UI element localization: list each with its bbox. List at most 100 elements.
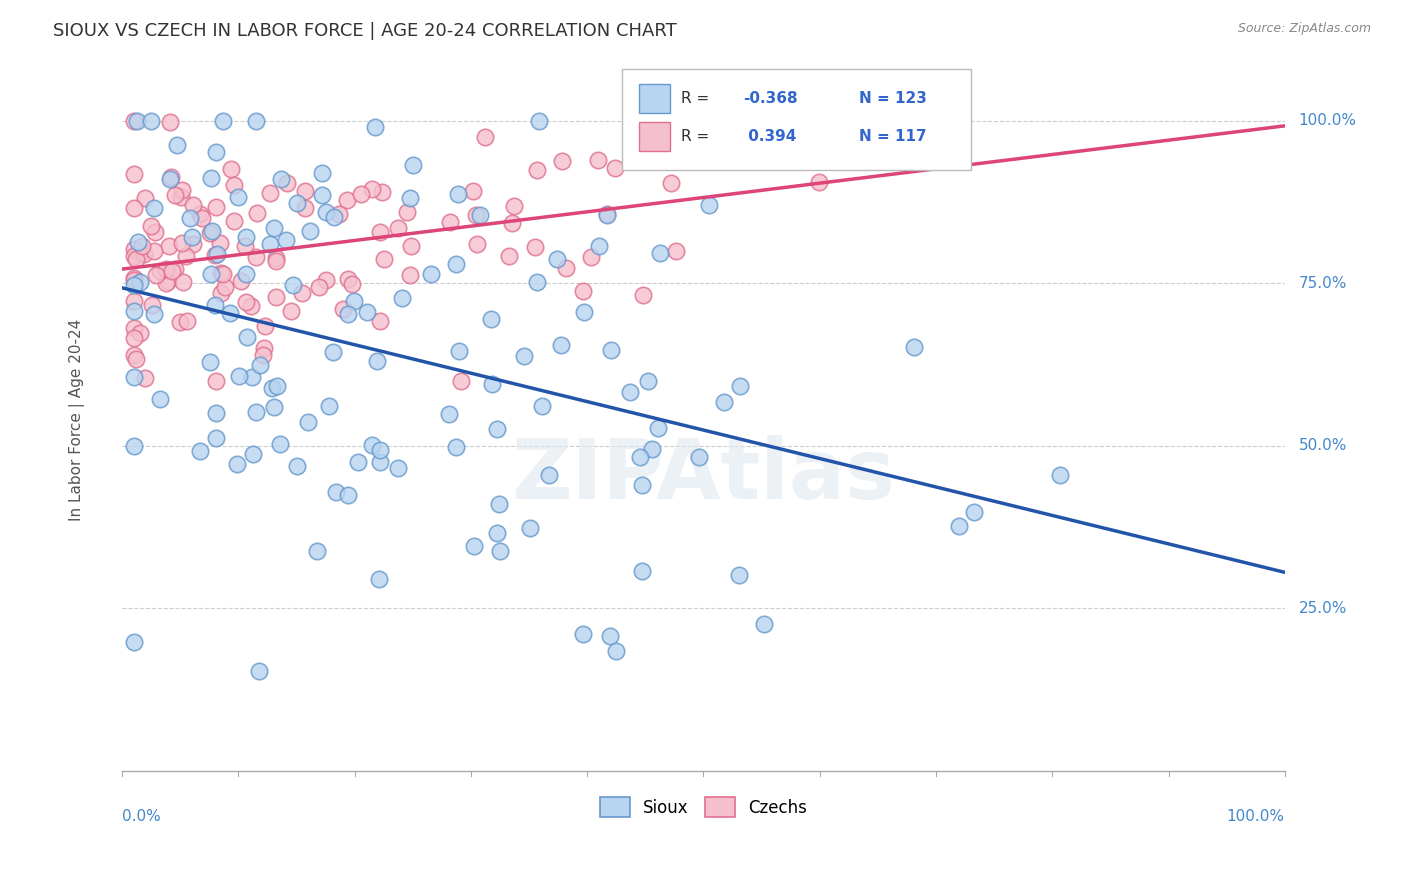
- Point: [188, 444, 211, 458]
- Point: [122, 330, 145, 344]
- Point: [546, 252, 568, 266]
- Point: [155, 276, 177, 290]
- Point: [259, 186, 281, 200]
- Point: [366, 353, 388, 368]
- Point: [249, 359, 271, 373]
- Point: [129, 326, 152, 341]
- Point: [336, 271, 359, 285]
- Point: [165, 261, 187, 276]
- Point: [371, 185, 394, 199]
- Point: [420, 267, 443, 281]
- Point: [276, 233, 298, 247]
- Point: [322, 345, 344, 359]
- Point: [188, 207, 211, 221]
- Point: [157, 274, 180, 288]
- Point: [439, 215, 461, 229]
- Point: [235, 229, 257, 244]
- Point: [169, 315, 191, 329]
- Point: [350, 186, 373, 201]
- Point: [139, 219, 162, 234]
- Point: [214, 279, 236, 293]
- Point: [262, 381, 284, 395]
- Point: [488, 497, 510, 511]
- Point: [600, 343, 623, 358]
- FancyBboxPatch shape: [640, 122, 669, 152]
- Point: [231, 274, 253, 288]
- Point: [145, 268, 167, 283]
- Point: [588, 238, 610, 252]
- Point: [447, 344, 470, 359]
- Point: [586, 153, 609, 167]
- Point: [599, 630, 621, 644]
- Point: [619, 384, 641, 399]
- Point: [463, 539, 485, 553]
- Point: [596, 208, 619, 222]
- Point: [465, 209, 488, 223]
- Point: [315, 273, 337, 287]
- Point: [172, 183, 194, 197]
- Point: [155, 261, 177, 276]
- Point: [450, 374, 472, 388]
- Point: [728, 567, 751, 582]
- Point: [963, 505, 986, 519]
- Point: [190, 211, 212, 226]
- Point: [554, 261, 576, 276]
- Point: [235, 267, 257, 281]
- Point: [205, 374, 228, 388]
- Point: [122, 303, 145, 318]
- Point: [336, 307, 359, 321]
- Point: [396, 205, 419, 219]
- Text: SIOUX VS CZECH IN LABOR FORCE | AGE 20-24 CORRELATION CHART: SIOUX VS CZECH IN LABOR FORCE | AGE 20-2…: [53, 22, 678, 40]
- Point: [266, 254, 288, 268]
- Point: [166, 138, 188, 153]
- Point: [641, 442, 664, 456]
- Point: [596, 207, 619, 221]
- Point: [799, 115, 821, 129]
- Point: [631, 287, 654, 301]
- Legend: Sioux, Czechs: Sioux, Czechs: [593, 791, 814, 823]
- Point: [368, 455, 391, 469]
- Text: R =: R =: [682, 91, 714, 106]
- Point: [122, 167, 145, 181]
- Point: [323, 211, 346, 225]
- Point: [127, 235, 149, 249]
- Point: [122, 249, 145, 263]
- Point: [637, 374, 659, 388]
- Point: [160, 264, 183, 278]
- Point: [526, 275, 548, 289]
- Point: [263, 401, 285, 415]
- Point: [235, 295, 257, 310]
- Point: [200, 170, 222, 185]
- Point: [526, 162, 548, 177]
- Point: [807, 175, 830, 189]
- Point: [340, 277, 363, 292]
- Point: [551, 153, 574, 168]
- Point: [280, 304, 302, 318]
- Point: [572, 285, 595, 299]
- Point: [485, 525, 508, 540]
- Point: [485, 422, 508, 436]
- Point: [159, 115, 181, 129]
- Point: [246, 206, 269, 220]
- Point: [368, 225, 391, 239]
- Point: [276, 176, 298, 190]
- Point: [465, 236, 488, 251]
- Point: [132, 246, 155, 260]
- Point: [149, 392, 172, 406]
- Point: [200, 224, 222, 238]
- Point: [328, 207, 350, 221]
- Point: [311, 166, 333, 180]
- Point: [347, 455, 370, 469]
- Point: [252, 348, 274, 362]
- Point: [134, 371, 156, 385]
- Point: [139, 113, 162, 128]
- Point: [124, 351, 146, 366]
- Point: [308, 279, 330, 293]
- Point: [204, 247, 226, 261]
- Point: [318, 399, 340, 413]
- Point: [222, 214, 245, 228]
- Point: [143, 201, 166, 215]
- Point: [163, 187, 186, 202]
- Text: 100.0%: 100.0%: [1299, 113, 1357, 128]
- Point: [530, 399, 553, 413]
